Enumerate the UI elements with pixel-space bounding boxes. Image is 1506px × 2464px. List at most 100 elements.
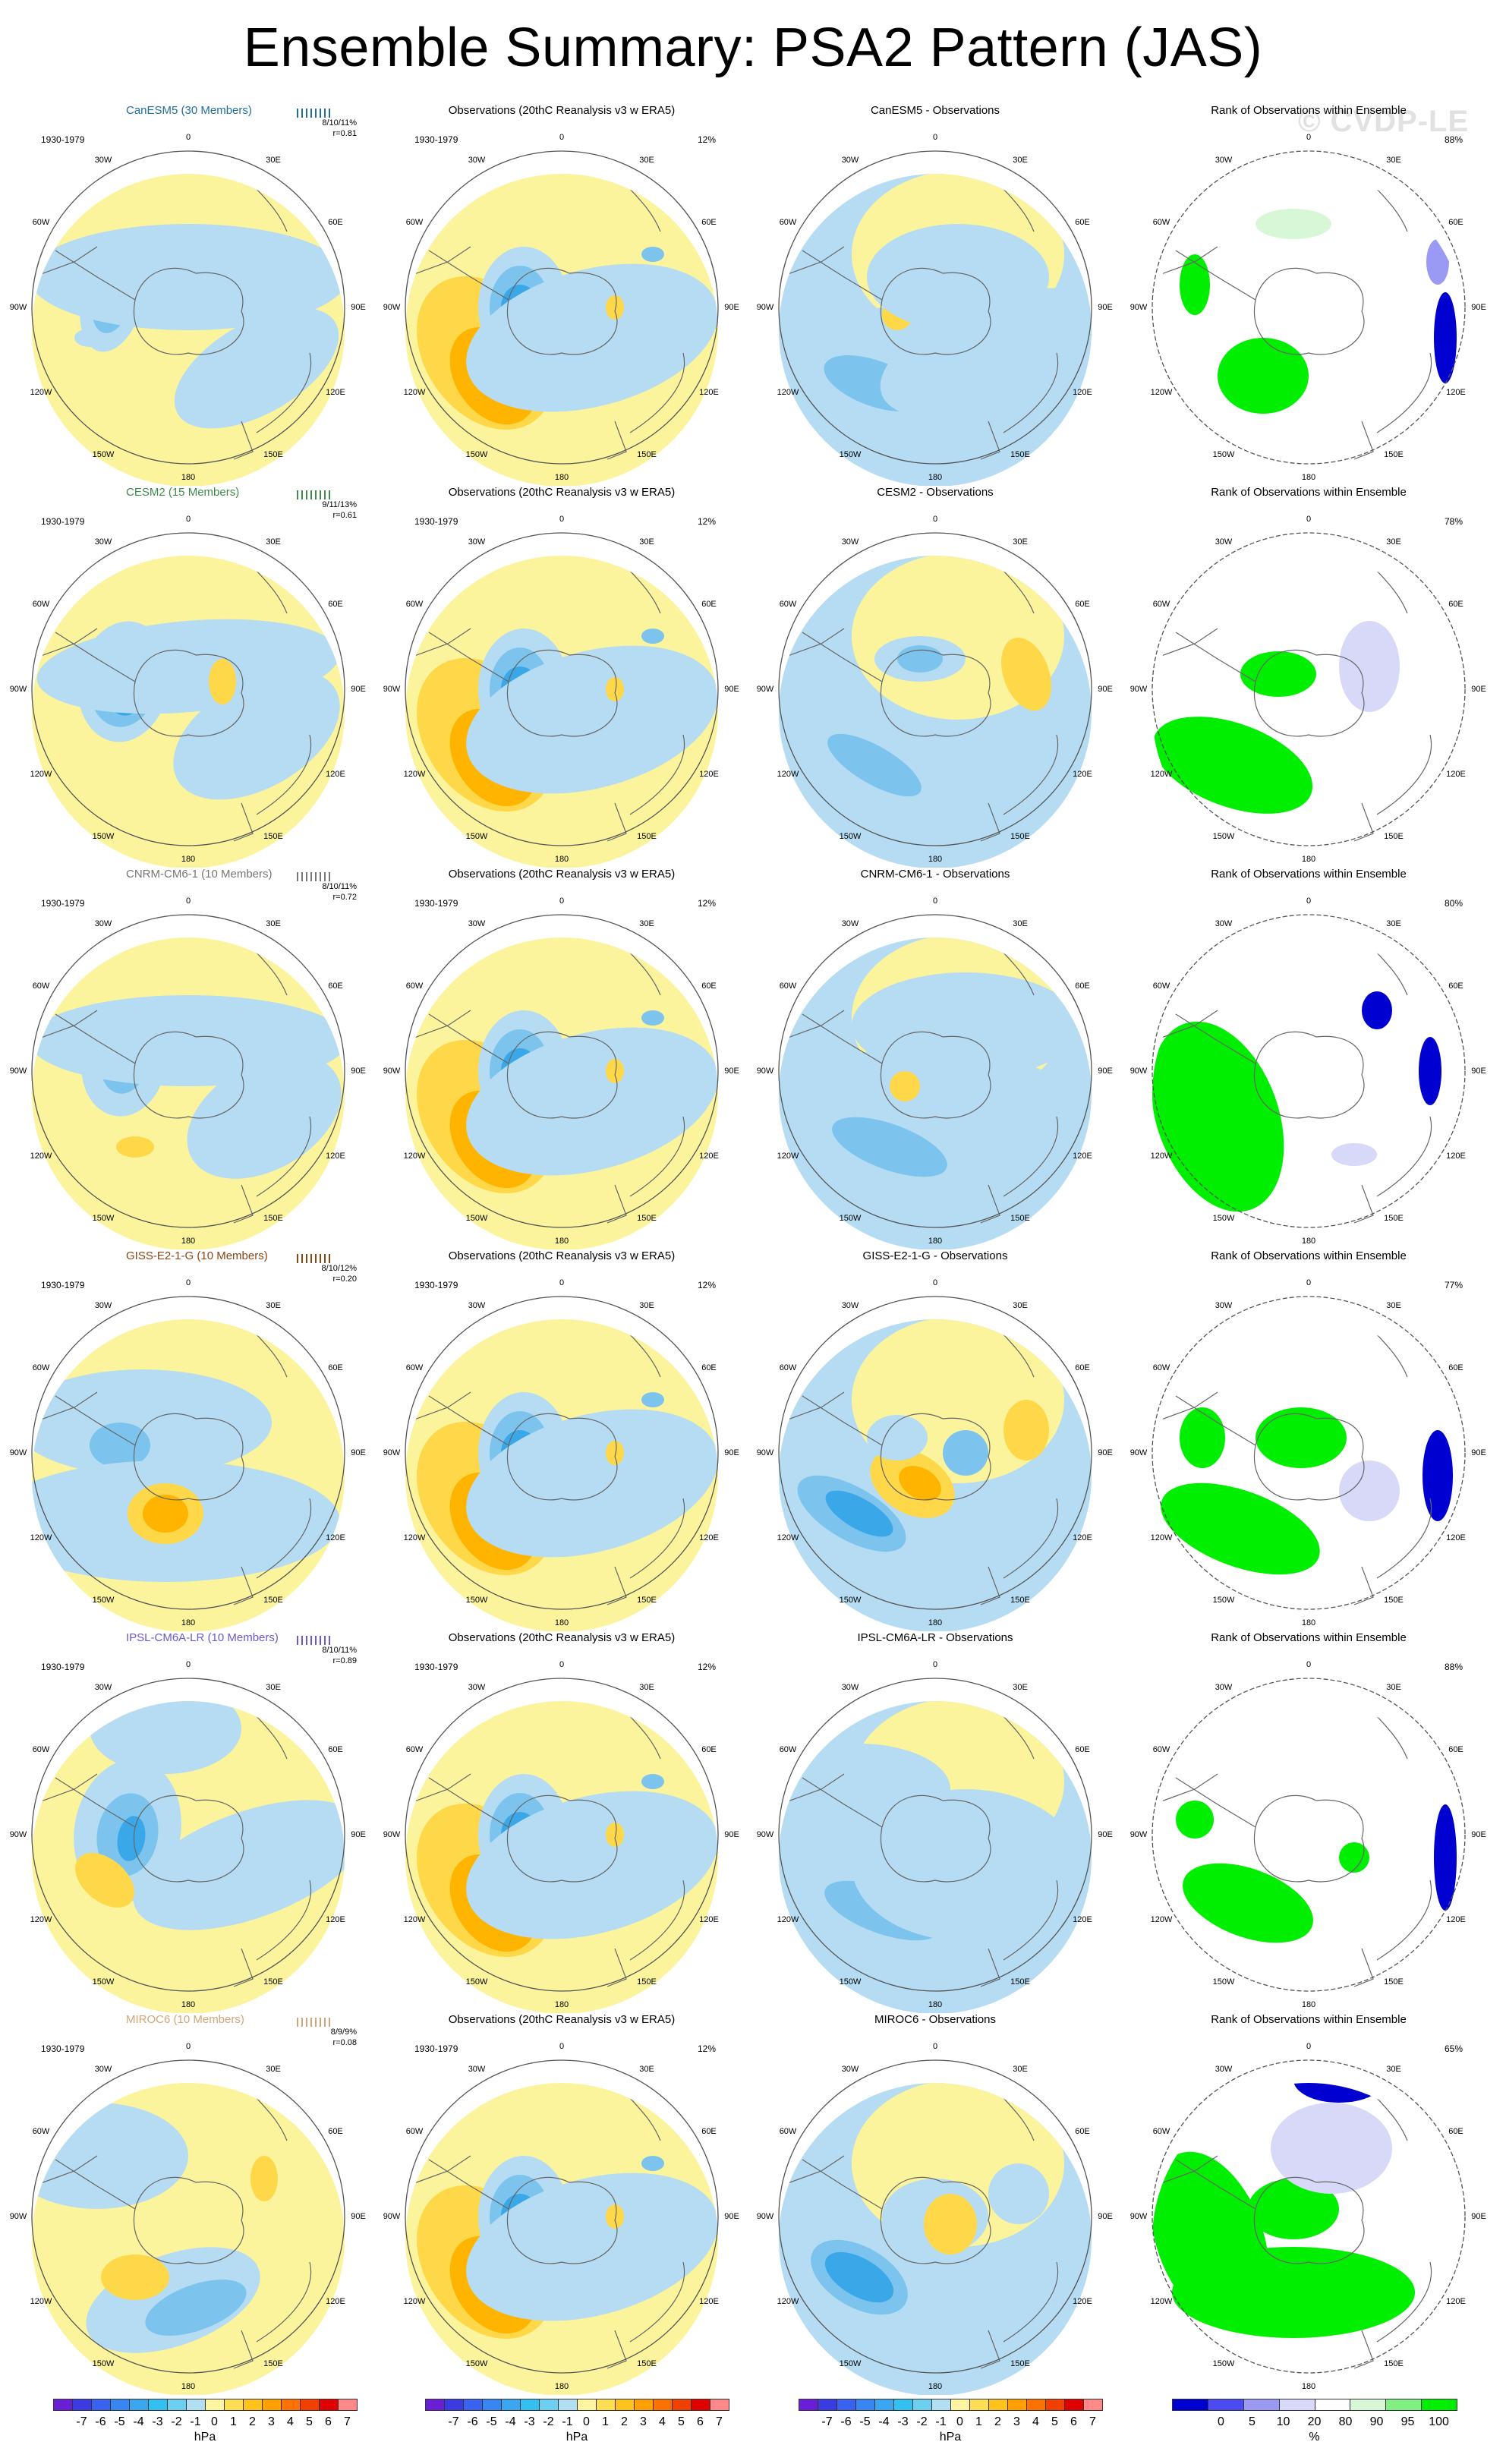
lon-label: 30W: [468, 156, 486, 165]
lon-label: 120E: [1446, 1533, 1466, 1542]
stat-correlation: r=0.72: [332, 893, 358, 902]
colorbar-swatch: [1421, 2399, 1457, 2411]
colorbar-unit: hPa: [939, 2431, 962, 2444]
panel-title: CNRM-CM6-1 (10 Members): [126, 868, 273, 881]
lon-label: 60E: [328, 982, 343, 991]
lon-label: 60E: [1075, 1745, 1090, 1754]
map-boundary: [778, 1296, 1092, 1610]
obs-variance-pct: 12%: [698, 2043, 717, 2054]
contour-region: [641, 247, 664, 262]
polar-map: [405, 1296, 719, 1631]
colorbar-tick-label: 10: [1276, 2415, 1290, 2428]
lon-label: 90E: [1098, 2212, 1113, 2221]
contour-region: [641, 1392, 664, 1407]
lon-label: 120W: [777, 1533, 799, 1542]
lon-label: 90E: [1098, 1067, 1113, 1076]
contour-region: [641, 629, 664, 644]
lon-label: 0: [932, 515, 938, 524]
colorbar-swatch: [710, 2399, 729, 2411]
spread-whisker: [297, 1254, 330, 1263]
lon-label: 90W: [383, 2212, 401, 2221]
colorbar-tick-label: -4: [505, 2415, 516, 2428]
lon-label: 60E: [1448, 2127, 1463, 2136]
australia-coastline: [1003, 1880, 1059, 1961]
contour-region: [466, 263, 718, 412]
lon-label: 90E: [351, 685, 366, 694]
colorbar-tick-label: -6: [467, 2415, 478, 2428]
colorbar-tick-label: 6: [697, 2415, 704, 2428]
new-zealand-coastline: [980, 2330, 1000, 2369]
south-america-coastline: [405, 1391, 471, 1423]
spread-whisker: [297, 109, 330, 118]
panel-title: CESM2 - Observations: [877, 486, 994, 499]
new-zealand-coastline: [1353, 2330, 1374, 2369]
south-america-coastline: [779, 246, 845, 278]
antarctica-coastline: [133, 1413, 244, 1501]
contour-region: [1003, 1400, 1049, 1460]
lon-label: 60W: [405, 2127, 424, 2136]
lon-label: 90E: [1098, 1830, 1113, 1839]
polar-map: [1152, 914, 1466, 1249]
lon-label: 150E: [637, 1595, 657, 1605]
antarctica-coastline: [506, 649, 618, 737]
contour-region: [1218, 338, 1309, 414]
lon-label: 60W: [1152, 982, 1170, 991]
lon-label: 90E: [1471, 1830, 1486, 1839]
peninsula-coastline: [55, 1013, 136, 1064]
south-america-coastline: [1152, 1010, 1218, 1041]
panel-title: Observations (20thC Reanalysis v3 w ERA5…: [448, 2013, 676, 2026]
lon-label: 150E: [263, 831, 283, 841]
new-zealand-coastline: [980, 1184, 1000, 1224]
period-label: 1930-1979: [41, 1662, 85, 1672]
polar-map: [1152, 150, 1466, 486]
lon-label: 30W: [94, 1301, 112, 1310]
new-zealand-coastline: [233, 1566, 254, 1605]
contour-region: [173, 670, 340, 800]
lon-label: 30E: [266, 1301, 281, 1310]
lon-label: 60E: [1075, 600, 1090, 609]
colorbar-swatch: [482, 2399, 502, 2411]
lon-label: 150W: [465, 1977, 488, 1987]
antarctica-coastline: [506, 1031, 618, 1119]
lon-label: 30E: [1013, 537, 1028, 547]
colorbar-tick-label: 0: [956, 2415, 963, 2428]
australia-coastline: [1376, 1880, 1432, 1961]
lon-label: 120W: [1150, 1915, 1173, 1924]
peninsula-coastline: [802, 1395, 883, 1446]
colorbar-swatch: [577, 2399, 597, 2411]
pattern-stats: 9/11/13% r=0.61: [296, 499, 357, 521]
lon-label: 120W: [777, 388, 799, 397]
peninsula-coastline: [802, 1777, 883, 1828]
obs-variance-pct: 12%: [698, 1280, 717, 1290]
colorbar-tick-label: 3: [1013, 2415, 1020, 2428]
lon-label: 0: [559, 2042, 565, 2051]
colorbar-swatch: [463, 2399, 483, 2411]
pattern-stats: 8/10/12% r=0.20: [296, 1263, 357, 1284]
stat-variance: 8/10/11%: [322, 882, 357, 891]
lon-label: 150E: [637, 1977, 657, 1987]
panel-cesm2-obs: Observations (20thC Reanalysis v3 w ERA5…: [373, 484, 750, 868]
lon-label: 120E: [1073, 770, 1092, 779]
lon-label: 90W: [383, 303, 401, 312]
peninsula-coastline: [428, 250, 509, 301]
lon-label: 150E: [1010, 1977, 1030, 1987]
lon-label: 150E: [263, 449, 283, 459]
contour-region: [466, 645, 718, 794]
polar-map: [405, 532, 719, 868]
lon-label: 60W: [1152, 2127, 1170, 2136]
lon-label: 180: [181, 1618, 196, 1627]
colorbar-tick-label: 1: [602, 2415, 609, 2428]
map-boundary: [778, 914, 1092, 1228]
pattern-stats: 8/10/11% r=0.81: [296, 118, 357, 139]
lon-label: 120E: [326, 770, 345, 779]
period-label: 1930-1979: [41, 516, 85, 527]
contour-region: [1339, 1460, 1400, 1521]
map-boundary: [778, 2059, 1092, 2374]
contour-region: [1271, 2103, 1392, 2194]
colorbar-swatch: [110, 2399, 130, 2411]
colorbar-tick-label: -5: [114, 2415, 125, 2428]
lon-label: 90W: [383, 1830, 401, 1839]
colorbar-tick-label: -3: [897, 2415, 909, 2428]
contour-region: [75, 1852, 134, 1908]
